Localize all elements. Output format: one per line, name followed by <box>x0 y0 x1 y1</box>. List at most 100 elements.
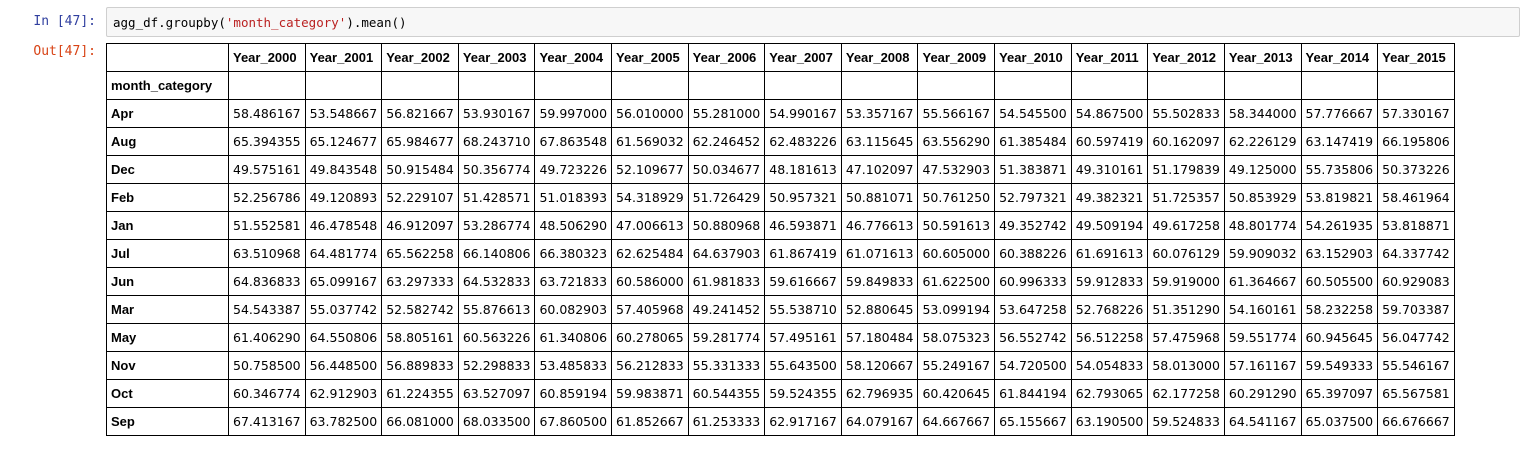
table-cell: 58.075323 <box>917 323 996 352</box>
table-cell: 46.478548 <box>304 211 383 240</box>
table-cell: 60.291290 <box>1223 379 1302 408</box>
table-cell: 60.929083 <box>1377 267 1455 296</box>
table-cell: 63.782500 <box>304 407 383 436</box>
table-cell: 49.310161 <box>1070 155 1149 184</box>
table-cell: 62.177258 <box>1147 379 1225 408</box>
table-cell: 54.545500 <box>994 99 1072 128</box>
code-string: 'month_category' <box>225 15 347 30</box>
table-cell: 56.821667 <box>381 99 459 128</box>
table-cell: 50.853929 <box>1223 183 1302 212</box>
table-cell: 63.115645 <box>840 127 919 156</box>
table-cell: 50.373226 <box>1377 155 1455 184</box>
table-cell: 50.881071 <box>840 183 919 212</box>
table-cell: 67.860500 <box>534 407 613 436</box>
table-cell: 49.723226 <box>534 155 613 184</box>
table-cell: 63.147419 <box>1300 127 1379 156</box>
code-editor[interactable]: agg_df.groupby('month_category').mean() <box>106 7 1520 37</box>
table-cell: 60.082903 <box>534 295 613 324</box>
table-cell: 49.509194 <box>1070 211 1149 240</box>
table-cell: 50.758500 <box>228 351 306 380</box>
table-cell: 61.691613 <box>1070 239 1149 268</box>
table-cell: 54.990167 <box>764 99 842 128</box>
column-header: Year_2008 <box>840 43 919 72</box>
table-cell: 60.505500 <box>1300 267 1379 296</box>
table-cell: 64.532833 <box>457 267 536 296</box>
table-cell: 52.768226 <box>1070 295 1149 324</box>
index-row-empty-cell <box>1300 71 1379 100</box>
index-row-empty-cell <box>534 71 613 100</box>
table-cell: 61.406290 <box>228 323 306 352</box>
table-cell: 63.190500 <box>1070 407 1149 436</box>
table-cell: 49.125000 <box>1223 155 1302 184</box>
table-cell: 55.735806 <box>1300 155 1379 184</box>
table-cell: 60.076129 <box>1147 239 1225 268</box>
table-cell: 48.506290 <box>534 211 613 240</box>
table-cell: 56.010000 <box>611 99 689 128</box>
table-cell: 54.867500 <box>1070 99 1149 128</box>
table-cell: 62.917167 <box>764 407 842 436</box>
table-cell: 62.226129 <box>1223 127 1302 156</box>
table-cell: 53.819821 <box>1300 183 1379 212</box>
column-header: Year_2012 <box>1147 43 1225 72</box>
table-cell: 56.047742 <box>1377 323 1455 352</box>
table-row: Oct 60.346774 62.912903 61.224355 63.527097 6… <box>106 379 1455 408</box>
table-cell: 59.983871 <box>611 379 689 408</box>
table-cell: 64.667667 <box>917 407 996 436</box>
table-cell: 60.945645 <box>1300 323 1379 352</box>
table-cell: 47.532903 <box>917 155 996 184</box>
table-cell: 59.909032 <box>1223 239 1302 268</box>
table-cell: 56.512258 <box>1070 323 1149 352</box>
table-cell: 54.160161 <box>1223 295 1302 324</box>
table-cell: 67.413167 <box>228 407 306 436</box>
input-cell[interactable]: In [47]: agg_df.groupby('month_category'… <box>0 0 1524 40</box>
table-cell: 62.625484 <box>611 239 689 268</box>
column-header: Year_2009 <box>917 43 996 72</box>
table-cell: 49.120893 <box>304 183 383 212</box>
index-row-empty-cell <box>840 71 919 100</box>
table-cell: 48.801774 <box>1223 211 1302 240</box>
table-cell: 62.793065 <box>1070 379 1149 408</box>
table-cell: 55.502833 <box>1147 99 1225 128</box>
table-cell: 50.034677 <box>687 155 766 184</box>
table-row: Feb 52.256786 49.120893 52.229107 51.428571 5… <box>106 183 1455 212</box>
table-cell: 65.124677 <box>304 127 383 156</box>
table-cell: 46.776613 <box>840 211 919 240</box>
index-name-row: month_category <box>106 71 1455 100</box>
table-cell: 46.593871 <box>764 211 842 240</box>
table-cell: 54.318929 <box>611 183 689 212</box>
table-cell: 53.647258 <box>994 295 1072 324</box>
row-label: May <box>106 323 229 352</box>
table-cell: 50.915484 <box>381 155 459 184</box>
table-cell: 51.351290 <box>1147 295 1225 324</box>
table-body: Apr 58.486167 53.548667 56.821667 53.930167 5… <box>106 99 1455 436</box>
table-cell: 57.475968 <box>1147 323 1225 352</box>
index-row-empty-cell <box>1147 71 1225 100</box>
table-cell: 60.420645 <box>917 379 996 408</box>
table-cell: 66.676667 <box>1377 407 1455 436</box>
index-row-empty-cell <box>457 71 536 100</box>
table-cell: 60.278065 <box>611 323 689 352</box>
table-cell: 65.567581 <box>1377 379 1455 408</box>
table-cell: 60.544355 <box>687 379 766 408</box>
index-row-empty-cell <box>228 71 306 100</box>
table-cell: 51.018393 <box>534 183 613 212</box>
table-cell: 64.637903 <box>687 239 766 268</box>
table-cell: 64.481774 <box>304 239 383 268</box>
table-cell: 66.140806 <box>457 239 536 268</box>
table-cell: 66.195806 <box>1377 127 1455 156</box>
table-cell: 53.099194 <box>917 295 996 324</box>
row-label: Nov <box>106 351 229 380</box>
table-cell: 64.550806 <box>304 323 383 352</box>
table-cell: 59.281774 <box>687 323 766 352</box>
output-prompt: Out[47]: <box>33 44 96 59</box>
table-cell: 51.428571 <box>457 183 536 212</box>
table-cell: 61.224355 <box>381 379 459 408</box>
index-row-empty-cell <box>381 71 459 100</box>
row-label: Jun <box>106 267 229 296</box>
table-cell: 60.388226 <box>994 239 1072 268</box>
table-cell: 65.155667 <box>994 407 1072 436</box>
table-cell: 55.566167 <box>917 99 996 128</box>
row-label: Jan <box>106 211 229 240</box>
table-cell: 52.298833 <box>457 351 536 380</box>
table-cell: 61.867419 <box>764 239 842 268</box>
